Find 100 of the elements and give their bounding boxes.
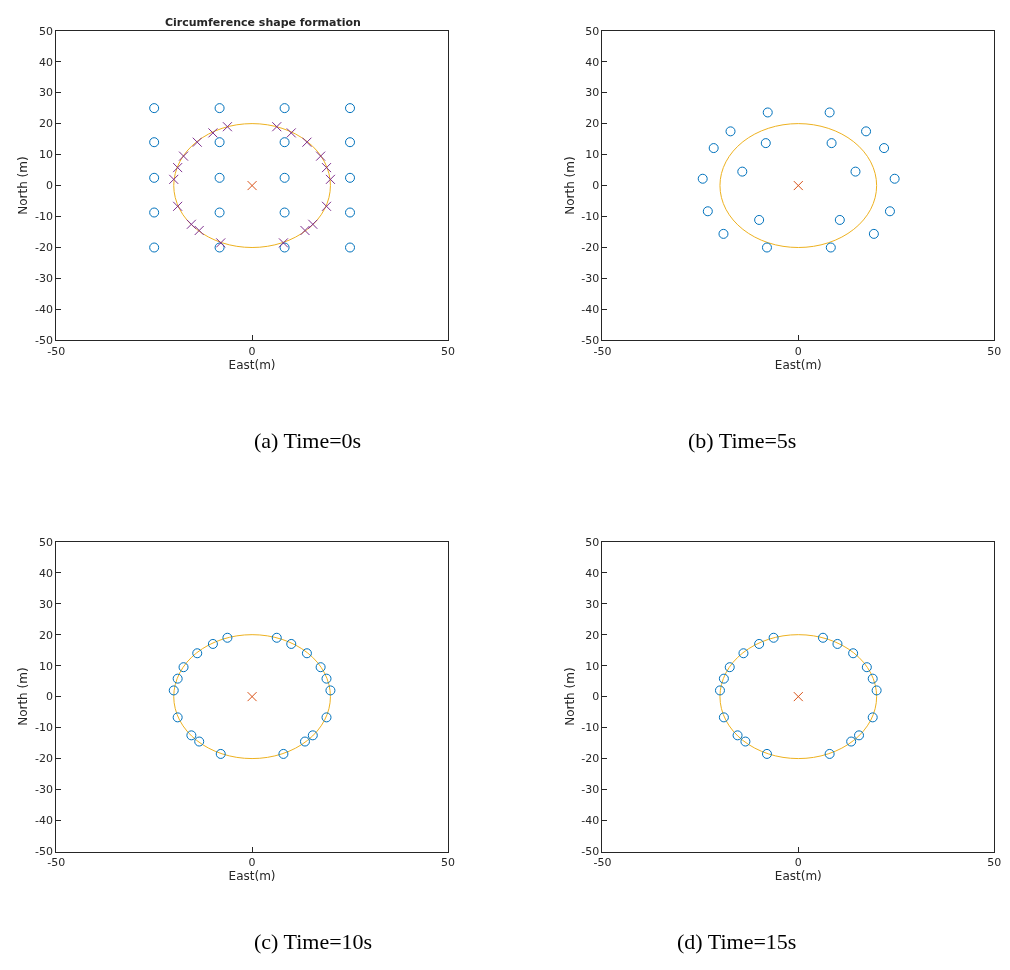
text: (b) Time=5s [688,428,797,453]
point [879,143,890,154]
point [278,748,289,759]
y-tick-label: 50 [39,24,54,38]
y-tick-label: 30 [585,86,600,100]
y-tick-label: 10 [585,148,600,162]
point [279,207,290,218]
x-tick-label: 50 [440,855,455,869]
y-tick-label: 0 [46,179,54,193]
y-tick-label: -40 [35,303,54,317]
point [168,685,179,696]
point [793,691,804,702]
point [768,632,779,643]
point [278,237,289,248]
point [149,172,160,183]
point [871,685,882,696]
point [172,712,183,723]
point [889,173,900,184]
y-tick-label: -50 [581,334,600,348]
point [834,214,845,225]
point [301,137,312,148]
point [168,174,179,185]
point [321,673,332,684]
text: (c) Time=10s [254,929,373,954]
point [207,127,218,138]
y-tick-label: -20 [35,752,54,766]
point [178,662,189,673]
x-axis-title: East(m) [774,868,822,883]
point [737,166,748,177]
point [172,162,183,173]
y-tick-label: 0 [592,690,600,704]
point [793,180,804,191]
y-tick-label: 10 [39,659,54,673]
y-tick-label: 0 [46,690,54,704]
point [345,172,356,183]
point [848,648,859,659]
y-tick-label: 40 [585,55,600,69]
y-tick-label: 40 [39,55,54,69]
point [214,172,225,183]
y-tick-label: 20 [39,628,54,642]
y-tick-label: -20 [581,752,600,766]
x-tick-label: 50 [987,855,1002,869]
point [884,206,895,217]
point [825,242,836,253]
point [762,107,773,118]
point [321,162,332,173]
chart-title: Circumference shape formation [165,16,361,29]
point [192,137,203,148]
point [861,126,872,137]
y-tick-label: 20 [39,117,54,131]
point [222,632,233,643]
y-tick-label: -30 [581,272,600,286]
y-tick-label: -30 [35,783,54,797]
point [824,107,835,118]
point [149,242,160,253]
y-tick-label: -40 [581,814,600,828]
y-tick-label: -40 [581,303,600,317]
x-tick-label: 0 [248,344,256,358]
point [279,242,290,253]
y-tick-label: 30 [39,597,54,611]
point [697,173,708,184]
point [754,214,765,225]
x-axis-title: East(m) [228,868,276,883]
point [817,632,828,643]
point [186,219,197,230]
point [702,206,713,217]
x-tick-label: 0 [794,344,802,358]
point [214,103,225,114]
point [222,121,233,132]
y-tick-label: -20 [35,241,54,255]
point [826,138,837,149]
point [192,648,203,659]
point [761,748,772,759]
point [325,685,336,696]
point [286,127,297,138]
y-tick-label: 20 [585,628,600,642]
point [761,242,772,253]
y-tick-label: 10 [585,659,600,673]
point [760,138,771,149]
point [315,151,326,162]
point [738,648,749,659]
x-tick-label: 50 [987,344,1002,358]
y-tick-label: 40 [585,566,600,580]
y-tick-label: 50 [39,535,54,549]
point [178,151,189,162]
x-axis-title: East(m) [228,357,276,372]
point [345,137,356,148]
point [315,662,326,673]
point [301,648,312,659]
point [867,673,878,684]
point [215,237,226,248]
point [850,166,861,177]
point [861,662,872,673]
y-tick-label: 30 [585,597,600,611]
point [724,662,735,673]
y-tick-label: -30 [35,272,54,286]
point [149,137,160,148]
point [214,207,225,218]
point [279,103,290,114]
y-tick-label: -10 [581,210,600,224]
